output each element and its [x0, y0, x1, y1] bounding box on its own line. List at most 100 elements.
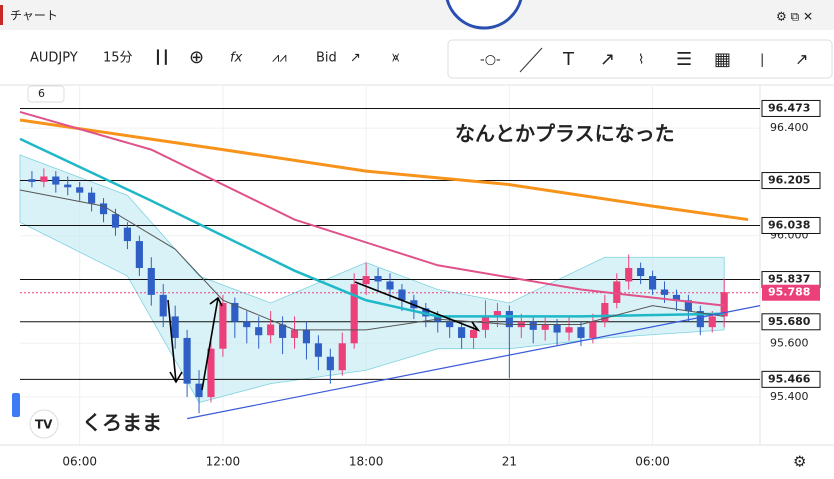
ray-tool[interactable]: ↗ [795, 50, 808, 69]
x-tick-label: 06:00 [62, 455, 97, 469]
level-tag [761, 216, 821, 234]
candle-body [231, 302, 239, 322]
level-label: 96.473 [768, 101, 810, 114]
candle-body [290, 329, 299, 338]
drawn-arrows [167, 281, 481, 391]
fx-icon[interactable]: fx [230, 51, 243, 66]
candle-body [398, 289, 406, 301]
candle-body [374, 276, 382, 282]
level-label: 95.837 [768, 273, 810, 286]
y-tick-label: 96.400 [770, 121, 809, 134]
settings-gear[interactable]: ⚙ [793, 453, 806, 471]
level-tag [761, 99, 821, 117]
candle-body [183, 337, 191, 384]
indicator-icon[interactable]: ⩘⩘ [272, 51, 287, 66]
candle-body [207, 348, 215, 398]
candle-body [326, 356, 334, 371]
candle-icon[interactable]: ┃┃ [154, 49, 170, 66]
candle-body [577, 327, 585, 338]
fib-tool[interactable]: ☰ [676, 49, 692, 70]
candle-body [386, 281, 394, 290]
candle-body [159, 294, 167, 317]
candle-body [589, 321, 597, 338]
level-label: 95.680 [768, 315, 811, 328]
candle-body [28, 179, 36, 182]
level-tag [761, 313, 821, 331]
wave-icon[interactable]: ⩙ [392, 51, 400, 66]
interval[interactable]: 15分 [103, 51, 133, 66]
title-accent [0, 5, 3, 25]
indicator-line [19, 137, 725, 318]
candle-body [362, 276, 370, 285]
candle-body [350, 284, 358, 344]
indicator-toggle[interactable] [27, 85, 65, 103]
candle-body [493, 311, 501, 317]
indicator-count: 6 [38, 87, 45, 100]
title-bar [0, 0, 834, 30]
logo [29, 409, 59, 439]
candle-body [219, 302, 227, 349]
candle-body [52, 176, 60, 185]
x-tick-label: 21 [502, 455, 517, 469]
candle-body [601, 302, 609, 322]
annotation: くろまま [82, 411, 162, 435]
candle-body [279, 324, 287, 338]
x-tick-label: 18:00 [349, 455, 384, 469]
plot [19, 85, 761, 445]
candle-body [88, 192, 96, 204]
price-type[interactable]: Bid [316, 51, 337, 66]
window-title: チャート [10, 9, 58, 23]
vline-tool[interactable]: | [760, 53, 764, 68]
candle-body [553, 324, 561, 333]
x-tick-label: 12:00 [206, 455, 241, 469]
y-tick-label: 95.400 [770, 390, 809, 403]
candle-body [267, 324, 275, 336]
level-tag [761, 172, 821, 190]
text-tool[interactable]: T [562, 49, 575, 70]
candle-body [649, 276, 657, 290]
candle-body [458, 327, 466, 338]
candle-body [147, 267, 155, 295]
candle-body [338, 343, 346, 371]
candle-body [171, 316, 179, 338]
grid-tool[interactable]: ▦ [714, 49, 731, 70]
level-tag [761, 370, 821, 388]
candle-body [135, 241, 143, 268]
hline-tool[interactable]: -○- [480, 53, 501, 68]
level-label: 96.205 [768, 174, 810, 187]
add-icon[interactable]: ⊕ [189, 47, 204, 68]
indicator-line [19, 110, 725, 307]
side-tab[interactable] [12, 393, 20, 417]
level-label: 96.038 [768, 218, 810, 231]
candle-body [684, 300, 692, 312]
indicator-line [19, 118, 749, 222]
settings-btn[interactable]: ⚙ ⧉ ✕ [776, 10, 813, 24]
band [19, 154, 725, 403]
candle-body [529, 321, 537, 330]
annotation: なんとかプラスになった [455, 122, 675, 146]
candle-body [255, 327, 263, 336]
candle-body [505, 311, 513, 328]
candle-body [302, 329, 311, 344]
arrow-tool[interactable]: ↗ [600, 49, 615, 70]
symbol[interactable]: AUDJPY [30, 51, 78, 66]
trend-tool[interactable] [519, 47, 543, 73]
logo-mark: TV [35, 418, 53, 432]
candle-body [625, 267, 633, 282]
candle-body [422, 308, 430, 317]
candle-body [76, 187, 84, 193]
level-label: 95.466 [768, 372, 811, 385]
path-tool[interactable]: ⌇ [638, 53, 644, 68]
x-tick-label: 06:00 [635, 455, 670, 469]
candle-body [111, 214, 120, 228]
candle-body [565, 327, 573, 333]
y-tick-label: 95.600 [770, 336, 809, 349]
candle-body [720, 292, 728, 317]
candle-body [64, 184, 72, 188]
indicator-line [186, 305, 761, 420]
line-icon[interactable]: ↗ [350, 51, 361, 66]
candle-body [243, 321, 251, 328]
indicator-line [19, 189, 725, 331]
candle-body [469, 329, 478, 338]
